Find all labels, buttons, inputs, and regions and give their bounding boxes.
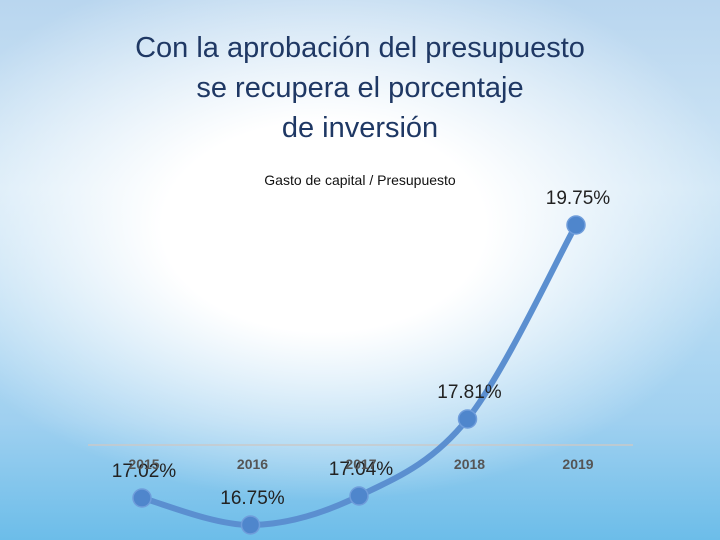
data-point-2019	[566, 215, 586, 235]
data-label-2016: 16.75%	[220, 488, 285, 509]
data-label-2017: 17.04%	[329, 459, 394, 480]
x-tick-label-2015: 2015	[128, 456, 159, 472]
slide-title: Con la aprobación del presupuesto se rec…	[60, 28, 660, 148]
x-tick-label-2018: 2018	[454, 456, 485, 472]
data-label-2018: 17.81%	[437, 382, 502, 403]
data-point-2016	[240, 515, 261, 535]
chart-title: Gasto de capital / Presupuesto	[264, 172, 456, 188]
data-point-2018	[457, 409, 478, 429]
slide-title-line-1: Con la aprobación del presupuesto	[135, 32, 585, 64]
slide-title-line-3: de inversión	[281, 112, 439, 144]
x-tick-label-2019: 2019	[562, 456, 593, 472]
data-point-2015	[132, 488, 152, 508]
slide-title-line-2: se recupera el porcentaje	[196, 72, 524, 104]
data-label-2015: 17.02%	[112, 461, 177, 482]
data-point-2017	[349, 486, 369, 506]
x-tick-label-2017: 2017	[345, 456, 376, 472]
series-line	[139, 222, 579, 529]
x-tick-label-2016: 2016	[237, 456, 268, 472]
data-label-2019: 19.75%	[546, 188, 611, 209]
